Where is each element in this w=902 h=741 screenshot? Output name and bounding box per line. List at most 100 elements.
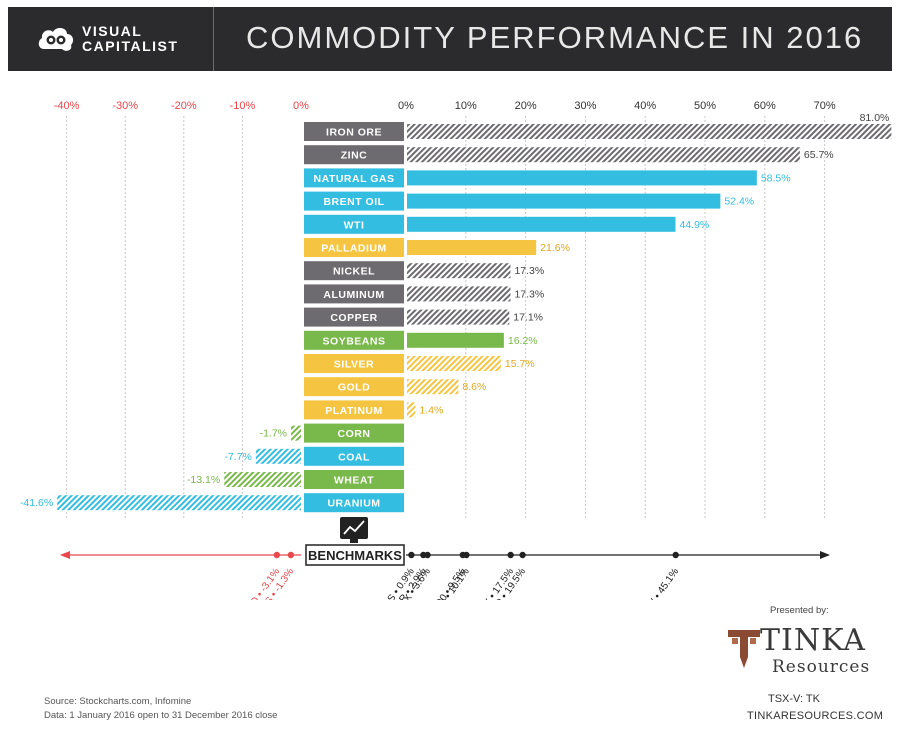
logo-line-2: CAPITALIST bbox=[82, 38, 179, 54]
category-label-box bbox=[304, 238, 404, 257]
benchmark-marker bbox=[408, 551, 415, 559]
line-chart-icon bbox=[340, 517, 368, 543]
category-label: BRENT OIL bbox=[323, 196, 384, 208]
category-label-box bbox=[304, 307, 404, 327]
benchmark-arrow-left bbox=[60, 551, 70, 559]
category-label-box bbox=[304, 446, 404, 466]
value-label: 17.3% bbox=[514, 288, 544, 300]
category-label-box bbox=[304, 145, 404, 165]
sponsor-website: TINKARESOURCES.COM bbox=[747, 710, 884, 722]
benchmark-marker bbox=[672, 551, 679, 559]
value-label: -41.6% bbox=[20, 497, 53, 509]
pos-axis-tick-label: 50% bbox=[694, 100, 716, 112]
sponsor-name: TINKA bbox=[760, 623, 866, 658]
value-label: 65.7% bbox=[804, 149, 834, 161]
category-label-box bbox=[304, 423, 404, 443]
category-label: COAL bbox=[338, 451, 370, 463]
value-label: 15.7% bbox=[505, 358, 535, 370]
value-label: -7.7% bbox=[224, 451, 251, 463]
category-label: WTI bbox=[344, 219, 365, 231]
visual-capitalist-logo-icon bbox=[38, 28, 74, 51]
line-chart-icon-stand bbox=[350, 539, 358, 543]
category-label-box bbox=[304, 168, 404, 188]
category-label: SOYBEANS bbox=[323, 335, 386, 347]
value-label: -1.7% bbox=[260, 428, 287, 440]
bar bbox=[224, 472, 301, 487]
bar bbox=[291, 425, 301, 441]
category-label: SILVER bbox=[334, 359, 374, 371]
pos-axis-tick-label: 70% bbox=[814, 100, 836, 112]
category-label-box bbox=[304, 400, 404, 420]
category-label: NATURAL GAS bbox=[314, 173, 395, 185]
pos-axis-tick-label: 30% bbox=[574, 100, 596, 112]
bar bbox=[407, 263, 511, 279]
category-label-box bbox=[304, 284, 404, 304]
benchmark-marker bbox=[507, 551, 514, 559]
logo-wordmark: VISUAL CAPITALIST bbox=[82, 24, 178, 54]
benchmarks-title-box bbox=[305, 544, 405, 566]
bar bbox=[407, 216, 676, 232]
bar bbox=[407, 240, 537, 255]
pos-axis-tick-label: 0% bbox=[398, 100, 414, 112]
category-label: PLATINUM bbox=[325, 405, 382, 417]
bar bbox=[407, 332, 504, 348]
pos-axis-tick-label: 10% bbox=[455, 100, 477, 112]
category-label-box bbox=[304, 191, 404, 211]
logo-line-1: VISUAL bbox=[82, 23, 143, 39]
benchmark-marker bbox=[519, 551, 526, 559]
benchmark-marker bbox=[287, 551, 295, 559]
category-label-box bbox=[304, 354, 404, 373]
value-label: 52.4% bbox=[724, 196, 754, 208]
value-label: 21.6% bbox=[540, 242, 570, 254]
category-label: PALLADIUM bbox=[321, 243, 387, 255]
line-chart-icon-frame bbox=[340, 517, 368, 539]
value-label: 44.9% bbox=[680, 219, 710, 231]
category-label: COPPER bbox=[330, 312, 377, 324]
category-label: NICKEL bbox=[333, 266, 375, 278]
neg-axis-tick-label: -40% bbox=[54, 100, 80, 112]
neg-axis-tick-label: -20% bbox=[171, 100, 197, 112]
category-label: ALUMINUM bbox=[323, 289, 384, 301]
sponsor-ticker: TSX-V: TK bbox=[768, 693, 820, 705]
bar bbox=[407, 147, 800, 163]
line-chart-icon-line bbox=[343, 520, 365, 535]
category-label: CORN bbox=[338, 428, 371, 440]
category-label: GOLD bbox=[338, 382, 370, 394]
benchmark-arrow-right bbox=[820, 551, 830, 559]
value-label: 81.0% bbox=[860, 112, 890, 124]
benchmarks-title: BENCHMARKS bbox=[308, 548, 402, 563]
bar bbox=[407, 309, 510, 325]
header-banner: VISUAL CAPITALIST COMMODITY PERFORMANCE … bbox=[8, 7, 892, 71]
presented-by-label: Presented by: bbox=[770, 605, 829, 616]
bar bbox=[255, 448, 301, 464]
category-label-box bbox=[304, 261, 404, 281]
category-label-box bbox=[304, 214, 404, 234]
category-label: IRON ORE bbox=[326, 127, 382, 139]
neg-axis-tick-label: 0% bbox=[293, 100, 309, 112]
commodity-chart: -40% -30% -20% -10% 0% 0% 10% 20% 30% 40% 50% 60% 70… bbox=[20, 100, 892, 600]
bar bbox=[407, 379, 459, 395]
benchmark-marker bbox=[463, 551, 470, 559]
bar bbox=[407, 170, 757, 186]
category-label-box bbox=[304, 330, 404, 350]
logo: VISUAL CAPITALIST bbox=[8, 7, 214, 71]
bar bbox=[57, 495, 301, 511]
neg-axis-tick-label: -30% bbox=[112, 100, 138, 112]
neg-axis-tick-label: -10% bbox=[230, 100, 256, 112]
value-label: 1.4% bbox=[419, 404, 443, 416]
data-range-note: Data: 1 January 2016 open to 31 December… bbox=[44, 710, 278, 721]
value-label: 17.1% bbox=[513, 312, 543, 324]
benchmark-label: TSX-V • 45.1% bbox=[634, 566, 681, 600]
source-note: Source: Stockcharts.com, Infomine bbox=[44, 696, 192, 707]
category-label-box bbox=[304, 493, 404, 513]
bar bbox=[407, 124, 892, 139]
category-label: WHEAT bbox=[334, 475, 374, 487]
value-label: 58.5% bbox=[761, 172, 791, 184]
category-label-box bbox=[304, 377, 404, 397]
bar bbox=[407, 402, 416, 418]
category-label: ZINC bbox=[341, 150, 368, 162]
page-title: COMMODITY PERFORMANCE IN 2016 bbox=[246, 20, 864, 55]
bar bbox=[407, 286, 511, 302]
value-label: 16.2% bbox=[508, 335, 538, 347]
bar bbox=[407, 356, 501, 371]
